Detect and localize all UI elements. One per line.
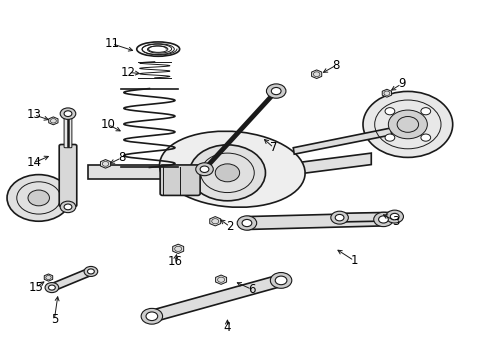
Circle shape: [45, 283, 59, 293]
Text: 13: 13: [26, 108, 41, 121]
Circle shape: [373, 212, 392, 226]
Text: 12: 12: [121, 66, 136, 79]
Polygon shape: [172, 244, 183, 253]
Polygon shape: [49, 268, 93, 291]
Circle shape: [420, 108, 430, 115]
Circle shape: [189, 145, 265, 201]
Circle shape: [420, 134, 430, 141]
Circle shape: [7, 175, 70, 221]
Circle shape: [28, 190, 49, 206]
Circle shape: [195, 163, 213, 176]
Polygon shape: [293, 153, 370, 175]
Polygon shape: [149, 275, 283, 321]
Text: 8: 8: [118, 151, 125, 164]
Circle shape: [87, 269, 94, 274]
FancyBboxPatch shape: [59, 144, 77, 207]
Text: 9: 9: [397, 77, 405, 90]
Text: 2: 2: [225, 220, 233, 233]
Polygon shape: [311, 70, 321, 78]
Polygon shape: [49, 117, 58, 125]
Text: 7: 7: [269, 141, 277, 154]
Circle shape: [48, 285, 55, 290]
Circle shape: [64, 111, 72, 117]
Circle shape: [242, 220, 251, 226]
Circle shape: [275, 276, 286, 285]
Circle shape: [266, 84, 285, 98]
Circle shape: [237, 216, 256, 230]
Text: 3: 3: [391, 215, 399, 228]
Circle shape: [64, 204, 72, 210]
Circle shape: [389, 213, 398, 220]
Circle shape: [378, 216, 387, 223]
Polygon shape: [339, 212, 394, 222]
Circle shape: [84, 266, 98, 276]
Ellipse shape: [159, 131, 305, 207]
Text: 15: 15: [28, 281, 43, 294]
Circle shape: [141, 309, 162, 324]
Circle shape: [385, 210, 403, 223]
Circle shape: [215, 164, 239, 182]
Polygon shape: [209, 217, 220, 226]
Polygon shape: [88, 165, 173, 179]
Text: 5: 5: [51, 313, 58, 327]
Text: 1: 1: [350, 254, 357, 267]
Text: 11: 11: [104, 37, 119, 50]
Polygon shape: [246, 213, 383, 229]
Text: 14: 14: [26, 156, 41, 169]
Text: 10: 10: [101, 118, 115, 131]
Circle shape: [60, 108, 76, 120]
Polygon shape: [215, 275, 226, 284]
Circle shape: [384, 108, 394, 115]
Circle shape: [270, 273, 291, 288]
Text: 4: 4: [223, 320, 231, 333]
Polygon shape: [293, 128, 391, 154]
Circle shape: [334, 215, 343, 221]
Text: 8: 8: [332, 59, 339, 72]
Polygon shape: [44, 274, 53, 281]
Polygon shape: [382, 89, 391, 97]
Text: 6: 6: [247, 283, 255, 296]
Circle shape: [200, 166, 208, 172]
Circle shape: [60, 201, 76, 213]
Circle shape: [146, 312, 158, 320]
FancyBboxPatch shape: [64, 115, 72, 148]
FancyBboxPatch shape: [160, 165, 200, 195]
Polygon shape: [100, 159, 110, 168]
Text: 16: 16: [167, 255, 183, 268]
Circle shape: [271, 87, 281, 95]
Circle shape: [387, 110, 427, 139]
Circle shape: [330, 211, 347, 224]
Circle shape: [362, 91, 452, 157]
Circle shape: [384, 134, 394, 141]
